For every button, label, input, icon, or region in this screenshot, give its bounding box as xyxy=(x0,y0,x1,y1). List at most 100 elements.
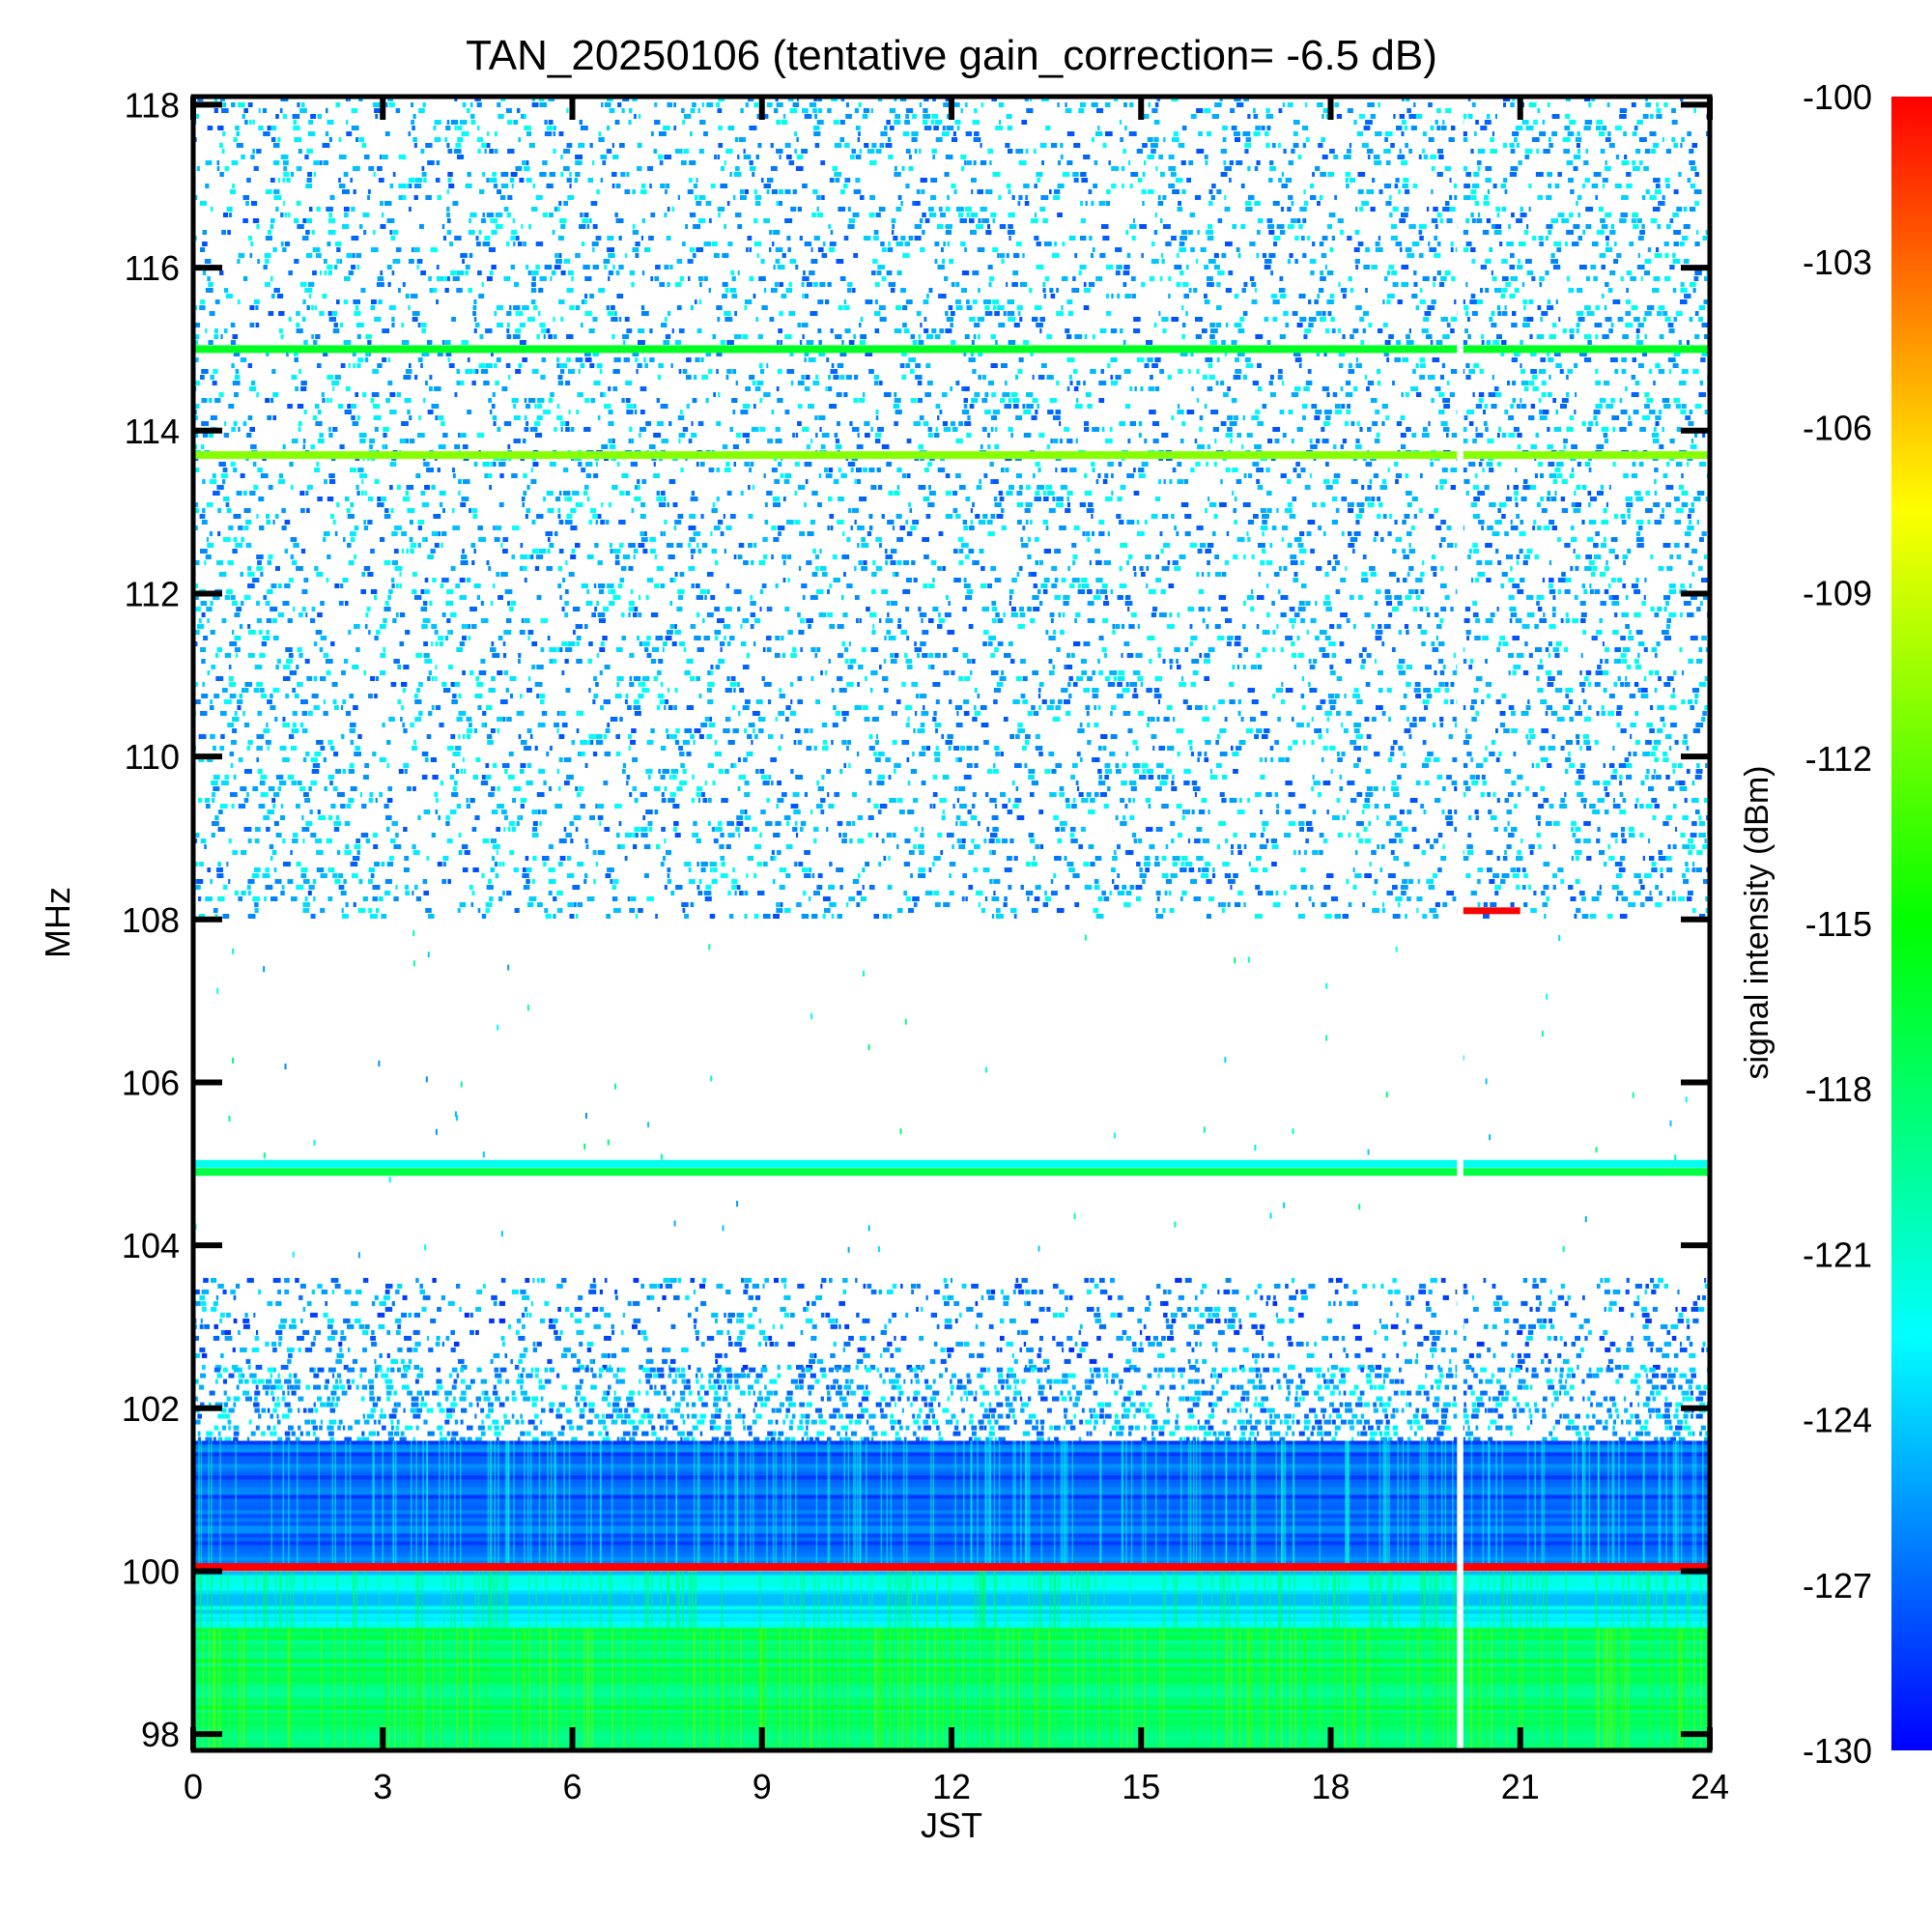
heatmap-cells xyxy=(193,97,1710,1750)
noise-dot xyxy=(313,1139,316,1146)
noise-dot xyxy=(1385,1092,1388,1098)
noise-dot xyxy=(877,1246,880,1253)
signal-line xyxy=(193,1563,1710,1572)
noise-dot xyxy=(736,1201,739,1208)
noise-dot xyxy=(607,1139,610,1146)
noise-dot xyxy=(1325,982,1328,989)
y-tick-label: 106 xyxy=(122,1063,180,1102)
y-tick-label: 98 xyxy=(141,1715,180,1754)
noise-dot xyxy=(647,1122,650,1128)
noise-dot xyxy=(500,1231,503,1237)
colorbar: -100 -103 -106 -109 -112 -115 -118 -121 -124 -127… xyxy=(1803,77,1932,1771)
y-tick-label: 102 xyxy=(122,1389,180,1429)
colorbar-tick-label: -103 xyxy=(1803,242,1872,282)
noise-dot xyxy=(507,964,510,971)
noise-dot xyxy=(482,1151,485,1158)
noise-dot xyxy=(584,1113,587,1119)
noise-dot xyxy=(1669,1120,1672,1126)
noise-dot xyxy=(1283,1202,1286,1208)
y-tick-label: 100 xyxy=(122,1551,180,1591)
x-axis: 0 3 6 9 12 15 18 21 24 xyxy=(184,97,1729,1806)
noise-dot xyxy=(228,1116,231,1122)
noise-dot xyxy=(1073,1212,1076,1219)
x-tick-label: 3 xyxy=(373,1767,392,1806)
colorbar-tick-label: -112 xyxy=(1805,739,1872,779)
noise-dot xyxy=(1595,1147,1598,1153)
noise-dot xyxy=(460,1081,463,1088)
noise-dot xyxy=(863,970,865,977)
noise-dot xyxy=(388,1177,391,1183)
noise-dot xyxy=(263,1152,266,1159)
noise-dot xyxy=(1674,1154,1677,1161)
noise-dot xyxy=(1269,1212,1272,1219)
noise-dot xyxy=(710,1075,713,1082)
noise-dot xyxy=(904,1018,907,1025)
noise-dot xyxy=(357,1252,360,1259)
colorbar-tick-label: -109 xyxy=(1803,574,1872,613)
x-tick-label: 12 xyxy=(932,1767,971,1806)
data-gap xyxy=(1457,97,1463,1750)
noise-dot xyxy=(1546,993,1548,1000)
noise-dot xyxy=(1037,1245,1040,1252)
noise-dot xyxy=(526,1005,529,1011)
colorbar-gradient xyxy=(1891,97,1932,1750)
signal-line xyxy=(193,345,1710,354)
noise-dot xyxy=(435,1128,438,1135)
y-tick-label: 110 xyxy=(125,737,180,777)
x-tick-label: 6 xyxy=(562,1767,582,1806)
noise-dot xyxy=(1358,1204,1361,1210)
colorbar-label: signal intensity (dBm) xyxy=(1739,765,1776,1079)
x-tick-label: 0 xyxy=(184,1767,203,1806)
noise-dot xyxy=(1084,934,1087,941)
noise-dot xyxy=(1584,1216,1587,1223)
noise-dot xyxy=(1247,956,1250,963)
chart-title: TAN_20250106 (tentative gain_correction=… xyxy=(466,32,1437,79)
noise-dot xyxy=(216,987,219,994)
noise-dot xyxy=(1485,1078,1488,1085)
noise-dot xyxy=(1224,1057,1227,1064)
colorbar-tick-label: -106 xyxy=(1803,408,1872,447)
x-tick-label: 9 xyxy=(753,1767,772,1806)
x-tick-label: 15 xyxy=(1122,1767,1160,1806)
colorbar-tick-label: -100 xyxy=(1803,77,1872,117)
noise-dot xyxy=(412,960,415,967)
noise-dot xyxy=(425,1076,428,1083)
noise-dot xyxy=(1174,1221,1177,1228)
noise-dot xyxy=(583,1143,586,1150)
noise-dot xyxy=(1203,1126,1206,1133)
noise-dot xyxy=(454,1111,457,1118)
noise-dot xyxy=(1541,1031,1544,1037)
colorbar-tick-label: -118 xyxy=(1805,1069,1872,1109)
colorbar-tick-label: -130 xyxy=(1803,1731,1872,1771)
noise-dot xyxy=(673,1220,676,1227)
colorbar-tick-label: -127 xyxy=(1803,1566,1872,1605)
y-tick-label: 112 xyxy=(125,574,180,613)
noise-dot xyxy=(232,1057,235,1064)
colorbar-tick-label: -124 xyxy=(1803,1401,1872,1440)
y-tick-label: 114 xyxy=(125,412,180,451)
noise-dot xyxy=(1234,957,1236,964)
noise-dot xyxy=(614,1083,616,1090)
noise-dot xyxy=(1254,1145,1257,1151)
noise-dot xyxy=(867,1225,870,1232)
noise-dot xyxy=(1562,1246,1565,1252)
signal-line xyxy=(193,1168,1710,1177)
y-tick-label: 116 xyxy=(125,248,180,288)
noise-dot xyxy=(661,1153,664,1160)
noise-dot xyxy=(984,1066,987,1073)
noise-dot xyxy=(867,1044,870,1051)
noise-dot xyxy=(1113,1132,1116,1139)
signal-line xyxy=(193,451,1710,460)
noise-dot xyxy=(1489,1134,1492,1141)
noise-dot xyxy=(412,930,415,936)
y-axis: 98 100 102 104 106 108 110 112 114 116 118 xyxy=(122,85,1710,1754)
noise-dot xyxy=(497,1024,499,1031)
noise-dot xyxy=(810,1013,813,1019)
x-tick-label: 18 xyxy=(1311,1767,1350,1806)
x-axis-label: JST xyxy=(921,1805,982,1845)
y-tick-label: 104 xyxy=(122,1226,180,1265)
noise-dot xyxy=(284,1064,287,1070)
noise-dot xyxy=(427,952,430,958)
noise-dot xyxy=(378,1060,381,1066)
